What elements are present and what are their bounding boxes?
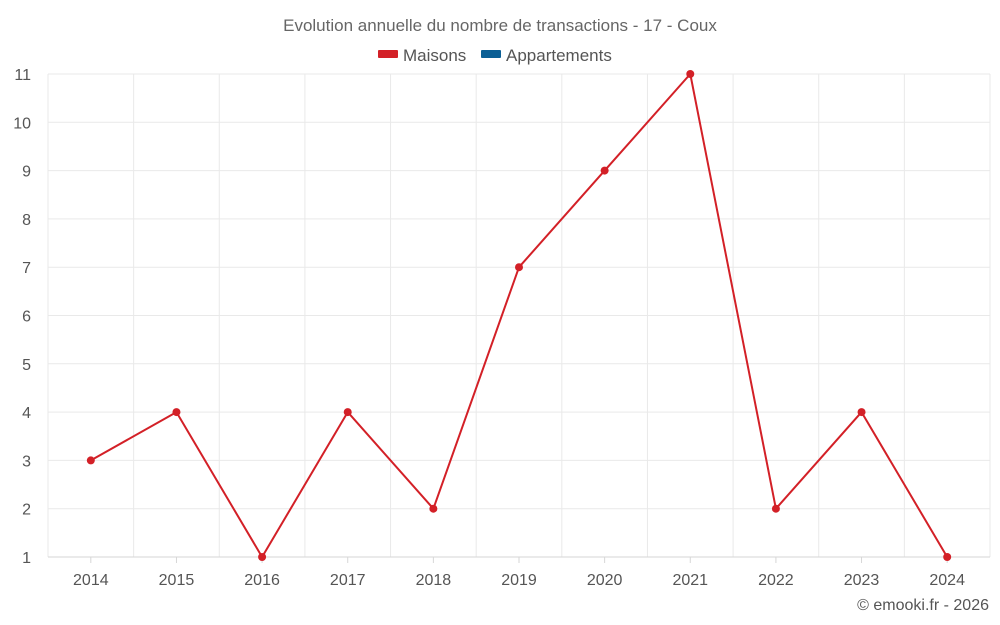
legend-item-appartements[interactable]: Appartements xyxy=(481,46,612,65)
y-tick-label-2: 3 xyxy=(22,453,31,470)
y-tick-label-10: 11 xyxy=(14,67,31,84)
y-tick-label-6: 7 xyxy=(22,260,31,277)
series xyxy=(86,70,952,561)
data-point-maisons-2015[interactable] xyxy=(172,408,181,417)
x-tick-label-10: 2024 xyxy=(929,572,965,589)
y-tick-label-1: 2 xyxy=(22,502,31,519)
y-tick-label-0: 1 xyxy=(22,550,31,567)
data-point-maisons-2014[interactable] xyxy=(86,456,95,465)
x-tick-label-7: 2021 xyxy=(672,572,708,589)
x-tick-label-8: 2022 xyxy=(758,572,794,589)
data-point-maisons-2024[interactable] xyxy=(943,553,952,561)
legend: Maisons Appartements xyxy=(378,46,612,65)
data-point-maisons-2023[interactable] xyxy=(857,408,866,417)
data-point-maisons-2016[interactable] xyxy=(258,553,267,561)
data-point-maisons-2018[interactable] xyxy=(429,504,438,513)
x-tick-label-2: 2016 xyxy=(244,572,280,589)
x-axis-ticks: 2014 2015 2016 2017 2018 2019 2020 2021 2022 2023… xyxy=(73,557,965,589)
y-tick-label-9: 10 xyxy=(13,115,31,132)
chart-title: Evolution annuelle du nombre de transact… xyxy=(283,16,717,35)
x-tick-label-9: 2023 xyxy=(844,572,880,589)
y-tick-label-8: 9 xyxy=(22,164,31,181)
legend-label-appartements: Appartements xyxy=(506,46,612,65)
data-point-maisons-2019[interactable] xyxy=(515,263,523,272)
grid xyxy=(47,73,991,558)
x-tick-label-1: 2015 xyxy=(159,572,195,589)
x-tick-label-6: 2020 xyxy=(587,572,623,589)
y-tick-label-3: 4 xyxy=(22,405,31,422)
legend-label-maisons: Maisons xyxy=(403,46,466,65)
data-point-maisons-2022[interactable] xyxy=(771,504,780,513)
legend-swatch-maisons xyxy=(378,50,398,58)
legend-item-maisons[interactable]: Maisons xyxy=(378,46,466,65)
legend-swatch-appartements xyxy=(481,50,501,58)
data-point-maisons-2020[interactable] xyxy=(600,166,609,175)
x-tick-label-4: 2018 xyxy=(416,572,452,589)
data-point-maisons-2017[interactable] xyxy=(343,408,352,417)
y-tick-label-7: 8 xyxy=(22,212,31,229)
data-point-maisons-2021[interactable] xyxy=(686,70,695,78)
x-tick-label-3: 2017 xyxy=(330,572,366,589)
credit: © emooki.fr - 2026 xyxy=(857,597,989,614)
x-tick-label-0: 2014 xyxy=(73,572,109,589)
y-tick-label-5: 6 xyxy=(22,309,31,326)
x-tick-label-5: 2019 xyxy=(501,572,537,589)
y-axis-ticks: 1 2 3 4 5 6 7 8 9 10 11 xyxy=(13,67,31,567)
y-tick-label-4: 5 xyxy=(22,357,31,374)
